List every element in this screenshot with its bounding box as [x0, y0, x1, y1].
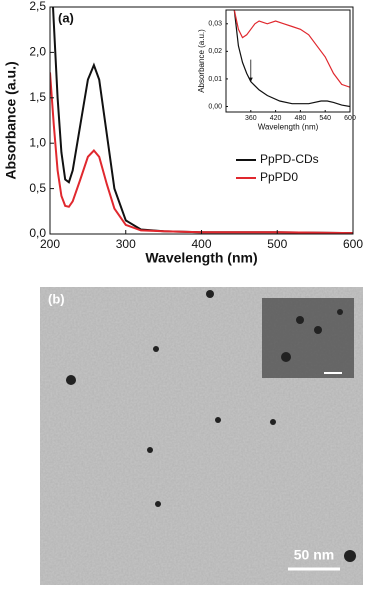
y-tick-label: 0,00 — [208, 103, 222, 110]
x-tick-label: 540 — [319, 115, 331, 122]
y-axis-label: Absorbance (a.u.) — [3, 61, 19, 179]
plot-frame — [225, 9, 351, 113]
y-tick-label: 0,5 — [29, 181, 46, 195]
x-tick-label: 600 — [343, 237, 363, 251]
x-tick-label: 360 — [245, 115, 257, 122]
x-tick-label: 600 — [344, 115, 356, 122]
legend-label: PpPD-CDs — [260, 152, 319, 166]
x-tick-label: 480 — [295, 115, 307, 122]
legend-label: PpPD0 — [260, 170, 298, 184]
y-tick-label: 2,5 — [29, 0, 46, 13]
data-line — [233, 10, 350, 108]
data-line — [50, 72, 353, 234]
annotation-arrowhead — [248, 77, 253, 82]
y-tick-label: 1,5 — [29, 90, 46, 104]
tem-image: (b) 50 nm — [40, 287, 363, 585]
y-tick-label: 0,01 — [208, 76, 222, 83]
x-tick-label: 400 — [191, 237, 211, 251]
x-tick-label: 420 — [270, 115, 282, 122]
y-tick-label: 0,02 — [208, 48, 222, 55]
scale-bar-label: 50 nm — [294, 547, 334, 563]
y-tick-label: 0,03 — [208, 21, 222, 28]
x-tick-label: 200 — [40, 237, 60, 251]
panel-label: (a) — [58, 10, 74, 25]
y-axis-label: Absorbance (a.u.) — [197, 29, 206, 93]
x-axis-label: Wavelength (nm) — [145, 250, 257, 266]
panel-label: (b) — [48, 291, 65, 306]
x-tick-label: 300 — [116, 237, 136, 251]
x-tick-label: 500 — [267, 237, 287, 251]
x-axis-label: Wavelength (nm) — [258, 122, 319, 131]
y-tick-label: 2,0 — [29, 45, 46, 59]
data-line — [233, 10, 350, 88]
y-tick-label: 1,0 — [29, 135, 46, 149]
y-tick-label: 0,0 — [29, 226, 46, 240]
inset-background — [226, 10, 350, 112]
